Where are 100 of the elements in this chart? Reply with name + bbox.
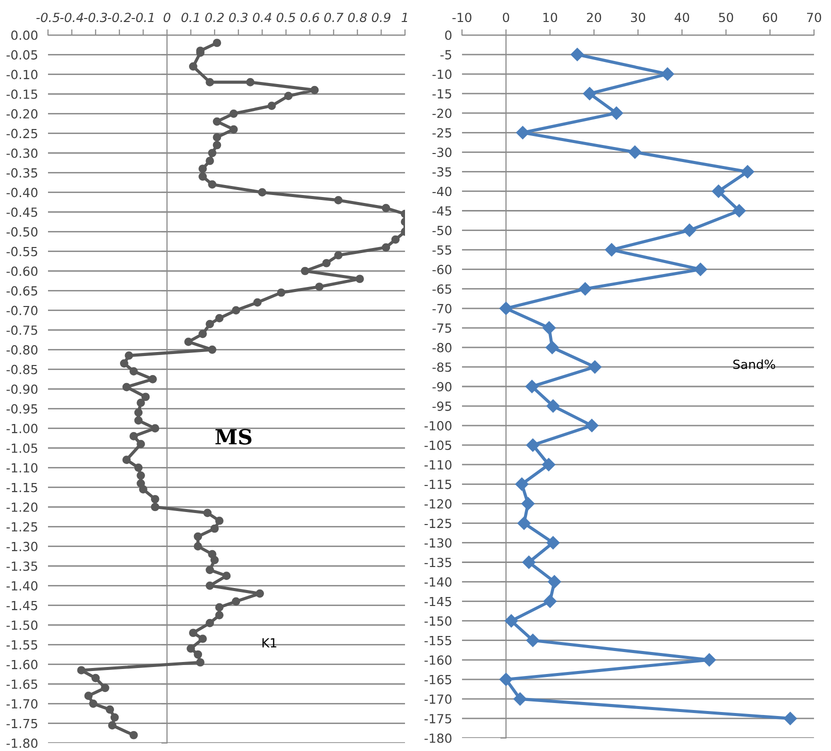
point [546, 399, 560, 413]
y-tick-label: -75 [432, 324, 452, 333]
x-tick-label: 40 [674, 12, 690, 22]
point [513, 692, 527, 706]
y-tick-label: -0.55 [6, 246, 38, 256]
point [732, 204, 746, 218]
y-tick-label: -155 [424, 636, 452, 646]
y-tick-label: -1.80 [6, 738, 38, 748]
point [515, 478, 528, 491]
point [546, 536, 560, 550]
y-tick-label: -1.75 [6, 718, 38, 728]
x-tick-label: -0.5 [36, 12, 60, 22]
y-tick-label: -1.65 [6, 679, 38, 689]
x-tick-label: -10 [452, 12, 472, 22]
x-tick-label: -0.3 [84, 12, 107, 22]
y-tick-label: -0.65 [6, 286, 38, 296]
point [522, 556, 536, 569]
y-tick-label: -0.40 [6, 188, 38, 198]
y-tick-label: -0.30 [6, 148, 38, 158]
y-tick-label: -140 [424, 577, 452, 587]
y-tick-label: -0.10 [6, 70, 38, 80]
y-tick-label: -1.35 [6, 561, 38, 571]
y-tick-label: -115 [424, 480, 452, 490]
x-tick-label: 0.2 [205, 12, 224, 22]
point [548, 575, 561, 588]
y-tick-label: -5 [440, 50, 452, 60]
y-tick-label: -15 [432, 89, 452, 99]
x-tick-label: 0.8 [348, 12, 367, 22]
point [542, 458, 556, 472]
x-tick-label: 0.3 [229, 12, 248, 22]
x-tick-label: 20 [586, 12, 602, 22]
y-tick-label: -1.10 [6, 463, 38, 473]
y-tick-label: -100 [424, 421, 452, 430]
point [546, 340, 559, 354]
x-tick-label: 10 [543, 12, 558, 22]
y-tick-label: -160 [424, 655, 452, 665]
point [542, 321, 556, 335]
y-tick-label: -25 [432, 128, 452, 138]
y-tick-label: -1.05 [6, 443, 38, 453]
y-tick-label: -90 [432, 382, 452, 392]
point [660, 67, 674, 81]
point [610, 106, 624, 120]
y-tick-label: -150 [424, 616, 452, 626]
y-tick-label: -170 [424, 694, 452, 704]
y-tick-label: -0.05 [6, 50, 38, 60]
annotation: Sand% [733, 359, 776, 370]
annotation: MS [215, 428, 252, 445]
y-tick-label: -0.15 [6, 89, 38, 99]
y-tick-label: -0.90 [6, 384, 38, 394]
y-tick-label: -85 [432, 362, 452, 372]
x-tick-label: 1 [402, 12, 408, 22]
y-tick-label: -0.85 [6, 364, 38, 374]
x-tick-label: 30 [631, 12, 646, 22]
x-tick-label: 60 [762, 12, 778, 22]
y-tick-label: -175 [424, 714, 452, 724]
y-tick-label: -1.30 [6, 542, 38, 552]
point [628, 146, 642, 159]
y-tick-label: -135 [424, 558, 452, 568]
point [516, 126, 530, 140]
y-tick-label: -105 [424, 440, 452, 450]
point [583, 86, 596, 100]
y-tick-label: -1.45 [6, 600, 38, 610]
y-tick-label: -1.40 [6, 581, 38, 591]
y-tick-label: -60 [432, 264, 452, 274]
x-tick-label: -0.1 [132, 12, 154, 22]
y-tick-label: -0.75 [6, 325, 38, 335]
point [694, 262, 708, 276]
x-tick-label: 0 [164, 12, 170, 22]
y-tick-label: -165 [424, 674, 452, 684]
y-tick-label: -50 [432, 226, 452, 236]
y-tick-label: -30 [432, 148, 452, 158]
y-tick-label: -1.60 [6, 660, 38, 670]
x-tick-label: 0.1 [181, 12, 199, 22]
point [499, 302, 513, 315]
y-tick-label: -145 [424, 596, 452, 606]
point [588, 360, 602, 374]
y-tick-label: -125 [424, 518, 452, 528]
y-tick-label: -180 [424, 733, 452, 743]
point [499, 672, 513, 686]
y-tick-label: -35 [432, 167, 452, 177]
y-tick-label: -1.50 [6, 620, 38, 630]
point [712, 184, 726, 198]
point [702, 653, 716, 666]
point [682, 224, 696, 237]
y-tick-label: -40 [432, 186, 452, 196]
y-tick-label: -1.20 [6, 502, 38, 512]
x-tick-label: -0.4 [60, 12, 84, 22]
y-tick-label: -0.80 [6, 345, 38, 355]
y-tick-label: -70 [432, 304, 452, 314]
y-tick-label: 0.00 [11, 30, 38, 40]
point [578, 282, 592, 296]
annotation: K1 [262, 638, 276, 648]
point [517, 516, 531, 530]
y-tick-label: -80 [432, 342, 452, 352]
x-tick-label: 0.6 [300, 12, 320, 22]
point [526, 438, 540, 452]
y-tick-label: -45 [432, 206, 452, 216]
y-tick-label: 0 [445, 30, 452, 40]
y-tick-label: -0.70 [6, 306, 38, 316]
point [605, 243, 618, 256]
